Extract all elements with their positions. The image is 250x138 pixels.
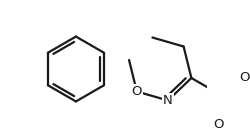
- Text: O: O: [240, 71, 250, 84]
- Text: O: O: [132, 85, 142, 98]
- Text: O: O: [213, 118, 223, 131]
- Text: N: N: [163, 94, 173, 107]
